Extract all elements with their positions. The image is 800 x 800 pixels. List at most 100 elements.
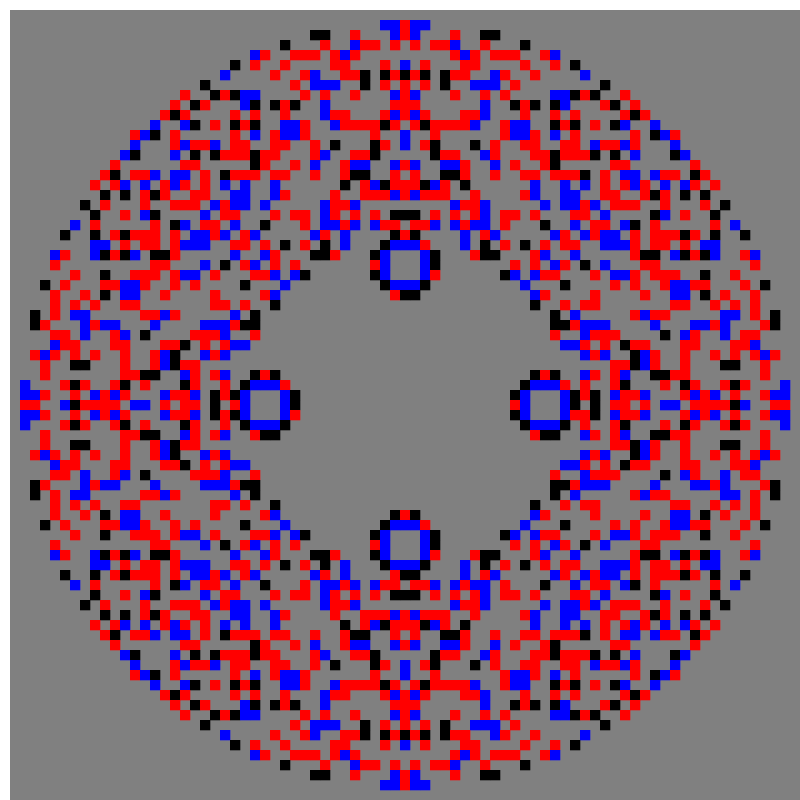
pattern-cell	[200, 230, 211, 241]
pattern-cell	[520, 100, 531, 111]
pattern-cell	[540, 640, 551, 651]
pattern-cell	[670, 140, 681, 151]
pattern-cell	[620, 640, 631, 651]
pattern-cell	[300, 240, 311, 251]
pattern-cell	[550, 690, 561, 701]
pattern-cell	[340, 60, 351, 71]
pattern-cell	[610, 560, 621, 571]
pattern-cell	[550, 160, 561, 171]
pattern-cell	[750, 470, 761, 481]
pattern-cell	[40, 370, 51, 381]
pattern-cell	[730, 460, 741, 471]
pattern-cell	[550, 100, 561, 111]
pattern-cell	[230, 390, 241, 401]
pattern-cell	[390, 90, 401, 101]
pattern-cell	[720, 600, 731, 611]
pattern-cell	[270, 100, 281, 111]
pattern-cell	[430, 130, 441, 141]
pattern-cell	[770, 350, 781, 361]
pattern-cell	[630, 110, 641, 121]
pattern-cell	[210, 220, 221, 231]
pattern-cell	[380, 610, 391, 621]
pattern-cell	[460, 730, 471, 741]
pattern-cell	[420, 250, 431, 261]
pattern-cell	[440, 620, 451, 631]
pattern-cell	[140, 190, 151, 201]
pattern-cell	[650, 310, 661, 321]
pattern-cell	[250, 260, 261, 271]
pattern-cell	[340, 560, 351, 571]
pattern-cell	[300, 270, 311, 281]
pattern-cell	[250, 110, 261, 121]
pattern-cell	[180, 90, 191, 101]
pattern-cell	[580, 430, 591, 441]
pattern-cell	[590, 470, 601, 481]
pattern-cell	[600, 180, 611, 191]
pattern-cell	[90, 390, 101, 401]
pattern-cell	[430, 210, 441, 221]
pattern-cell	[530, 420, 541, 431]
pattern-cell	[150, 630, 161, 641]
pattern-cell	[660, 420, 671, 431]
pattern-cell	[630, 280, 641, 291]
pattern-cell	[100, 400, 111, 411]
pattern-cell	[490, 50, 501, 61]
pattern-cell	[660, 200, 671, 211]
pattern-cell	[510, 680, 521, 691]
pattern-cell	[350, 760, 361, 771]
pattern-cell	[410, 590, 421, 601]
pattern-cell	[400, 180, 411, 191]
pattern-cell	[80, 490, 91, 501]
pattern-cell	[670, 650, 681, 661]
pattern-cell	[630, 650, 641, 661]
pattern-cell	[260, 50, 271, 61]
pattern-cell	[480, 230, 491, 241]
pattern-cell	[160, 250, 171, 261]
pattern-cell	[520, 700, 531, 711]
pattern-cell	[410, 160, 421, 171]
pattern-cell	[280, 420, 291, 431]
pattern-cell	[540, 650, 551, 661]
pattern-cell	[630, 600, 641, 611]
pattern-cell	[80, 600, 91, 611]
pattern-cell	[220, 300, 231, 311]
pattern-cell	[310, 70, 321, 81]
pattern-cell	[390, 20, 401, 31]
pattern-cell	[540, 270, 551, 281]
pattern-cell	[360, 180, 371, 191]
pattern-cell	[610, 190, 621, 201]
pattern-cell	[660, 620, 671, 631]
pattern-cell	[160, 690, 171, 701]
pattern-cell	[560, 650, 571, 661]
pattern-cell	[80, 200, 91, 211]
pattern-cell	[390, 280, 401, 291]
pattern-cell	[470, 190, 481, 201]
pattern-cell	[180, 660, 191, 671]
pattern-cell	[390, 760, 401, 771]
pattern-cell	[560, 560, 571, 571]
pattern-cell	[140, 130, 151, 141]
pattern-cell	[330, 690, 341, 701]
pattern-cell	[680, 590, 691, 601]
pattern-cell	[150, 490, 161, 501]
pattern-cell	[110, 250, 121, 261]
pattern-cell	[620, 200, 631, 211]
pattern-cell	[340, 740, 351, 751]
pattern-cell	[290, 130, 301, 141]
pattern-cell	[130, 500, 141, 511]
pattern-cell	[430, 620, 441, 631]
pattern-cell	[720, 330, 731, 341]
pattern-cell	[220, 420, 231, 431]
pattern-cell	[190, 610, 201, 621]
pattern-cell	[640, 250, 651, 261]
pattern-cell	[680, 550, 691, 561]
pattern-cell	[270, 210, 281, 221]
pattern-cell	[630, 360, 641, 371]
pattern-cell	[70, 450, 81, 461]
pattern-cell	[350, 200, 361, 211]
pattern-cell	[150, 430, 161, 441]
pattern-cell	[420, 180, 431, 191]
pattern-cell	[650, 270, 661, 281]
pattern-cell	[200, 480, 211, 491]
pattern-cell	[410, 640, 421, 651]
